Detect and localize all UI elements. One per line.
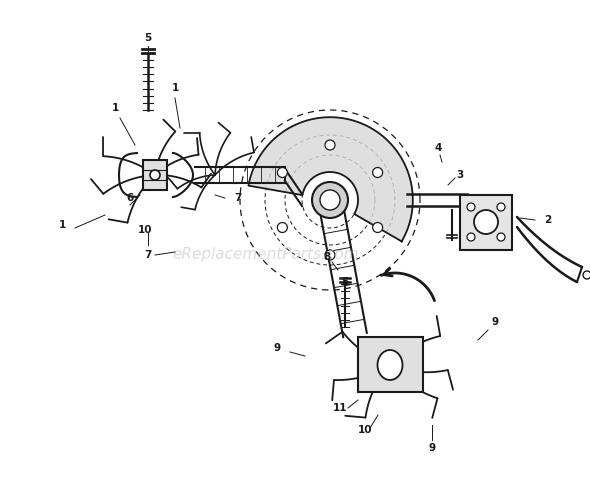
Circle shape — [467, 233, 475, 241]
Text: 1: 1 — [58, 220, 65, 230]
Text: 7: 7 — [234, 193, 242, 203]
Circle shape — [320, 190, 340, 210]
Text: 10: 10 — [137, 225, 152, 235]
Text: 1: 1 — [171, 83, 179, 93]
Text: 7: 7 — [145, 250, 152, 260]
Text: 10: 10 — [358, 425, 372, 435]
Bar — [358, 337, 423, 392]
Text: eReplacementParts.com: eReplacementParts.com — [172, 248, 359, 262]
Circle shape — [497, 233, 505, 241]
Text: 9: 9 — [491, 317, 499, 327]
Circle shape — [312, 182, 348, 218]
Circle shape — [373, 223, 383, 233]
Text: 9: 9 — [428, 443, 435, 453]
Circle shape — [325, 250, 335, 260]
Text: 4: 4 — [434, 143, 442, 153]
Circle shape — [325, 140, 335, 150]
Circle shape — [277, 223, 287, 233]
Circle shape — [277, 168, 287, 178]
Polygon shape — [248, 117, 413, 242]
Text: 1: 1 — [112, 103, 119, 113]
Text: 11: 11 — [333, 403, 348, 413]
Text: 5: 5 — [342, 277, 349, 287]
Circle shape — [373, 168, 383, 178]
Circle shape — [474, 210, 498, 234]
Circle shape — [150, 170, 160, 180]
Text: 6: 6 — [126, 193, 133, 203]
Bar — [460, 195, 512, 250]
Text: 3: 3 — [457, 170, 464, 180]
Text: 8: 8 — [323, 252, 330, 262]
Text: 9: 9 — [273, 343, 281, 353]
Text: 5: 5 — [145, 33, 152, 43]
Circle shape — [583, 271, 590, 279]
Bar — [143, 160, 167, 190]
Circle shape — [497, 203, 505, 211]
Text: 2: 2 — [545, 215, 552, 225]
Ellipse shape — [378, 350, 402, 380]
Circle shape — [467, 203, 475, 211]
